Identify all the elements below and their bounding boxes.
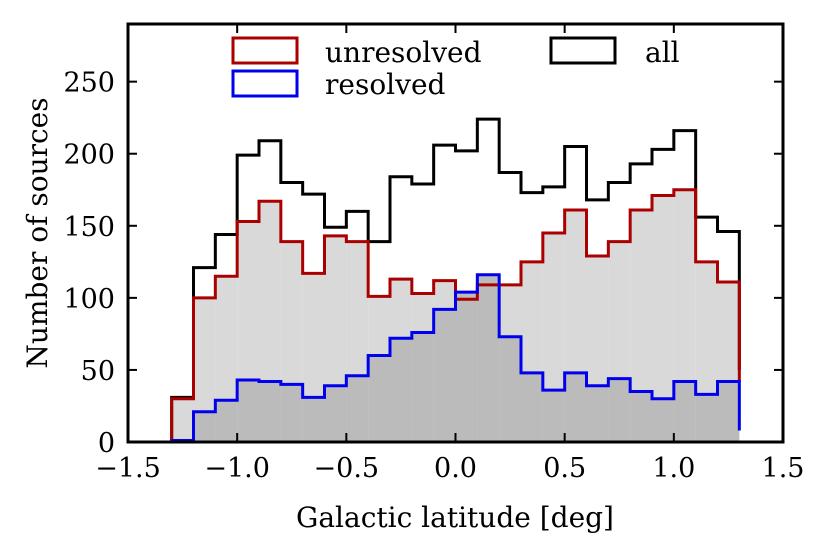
axis-tick-labels: −1.5 −1.0 −0.5 0.0 0.5 1.0 1.5 0 50 100 150 200 250	[63, 68, 804, 484]
bar-resolved	[302, 397, 325, 442]
bar-resolved	[542, 390, 565, 442]
legend-label-all: all	[645, 36, 680, 69]
bar-resolved	[411, 332, 434, 442]
bar-unresolved	[193, 297, 216, 442]
bar-resolved	[499, 336, 521, 442]
x-tick-label: −0.5	[314, 453, 380, 484]
step-line-resolved	[170, 273, 741, 443]
bar-resolved	[652, 398, 674, 442]
legend-swatch-unresolved	[231, 36, 299, 65]
legend-label-resolved: resolved	[325, 68, 446, 101]
bar-resolved	[586, 385, 609, 442]
y-axis-label: Number of sources	[21, 97, 54, 368]
step-line-all	[170, 117, 741, 442]
bar-resolved	[259, 381, 281, 442]
histogram-steps	[170, 117, 741, 443]
bar-resolved	[673, 381, 696, 442]
x-tick-label: −1.0	[204, 453, 270, 484]
bar-unresolved	[630, 209, 652, 442]
bar-resolved	[521, 372, 543, 442]
bar-resolved	[433, 309, 456, 442]
y-tick-label: 150	[63, 212, 115, 243]
y-tick-label: 200	[63, 140, 115, 171]
legend: unresolved resolved all	[231, 36, 680, 101]
bar-resolved	[455, 292, 478, 442]
x-tick-label: −1.5	[95, 453, 161, 484]
bar-resolved	[368, 355, 390, 442]
x-tick-label: 1.0	[652, 453, 695, 484]
bar-unresolved	[673, 189, 696, 442]
y-tick-label: 50	[81, 356, 115, 387]
bar-unresolved	[652, 195, 674, 442]
y-tick-label: 100	[63, 284, 115, 315]
bar-resolved	[390, 338, 412, 442]
bar-resolved	[193, 411, 216, 442]
y-tick-label: 250	[63, 68, 115, 99]
legend-swatch-resolved	[231, 69, 299, 98]
bar-resolved	[346, 375, 369, 442]
bar-resolved	[215, 400, 238, 442]
bar-resolved	[477, 274, 500, 442]
bar-resolved	[324, 385, 347, 442]
bar-resolved	[237, 380, 259, 442]
bar-resolved	[717, 381, 740, 442]
bar-resolved	[608, 378, 631, 442]
bar-resolved	[280, 384, 303, 442]
bar-unresolved	[171, 398, 194, 442]
y-tick-label: 0	[98, 428, 115, 459]
legend-label-unresolved: unresolved	[325, 36, 482, 69]
axis-ticks	[127, 24, 784, 443]
step-line-unresolved	[170, 188, 741, 442]
legend-swatch-all	[549, 36, 617, 65]
bar-resolved	[630, 391, 652, 442]
x-tick-label: 0.0	[434, 453, 477, 484]
bar-resolved	[564, 372, 587, 442]
x-axis-label: Galactic latitude [deg]	[296, 501, 614, 534]
x-tick-label: 0.5	[543, 453, 586, 484]
x-tick-label: 1.5	[762, 453, 805, 484]
bar-resolved	[695, 394, 718, 442]
